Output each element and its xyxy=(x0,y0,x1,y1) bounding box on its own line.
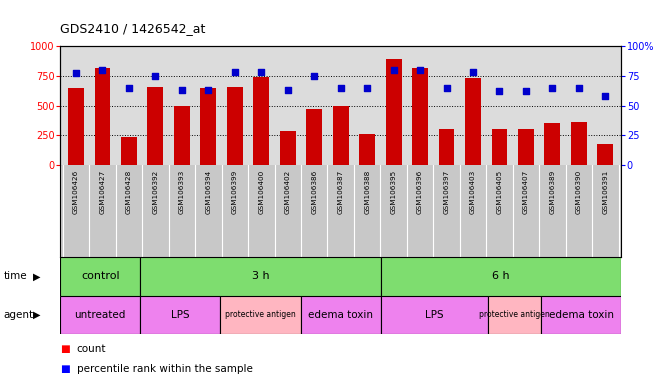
Point xyxy=(335,84,346,91)
Text: GSM106405: GSM106405 xyxy=(496,170,502,214)
Text: ▶: ▶ xyxy=(33,310,41,320)
Point xyxy=(388,67,399,73)
Bar xyxy=(220,296,301,334)
Text: GSM106394: GSM106394 xyxy=(205,170,211,214)
Text: edema toxin: edema toxin xyxy=(548,310,614,320)
Bar xyxy=(140,257,381,296)
Point xyxy=(547,84,558,91)
Bar xyxy=(492,129,508,165)
Text: GSM106396: GSM106396 xyxy=(417,170,423,214)
Text: GSM106400: GSM106400 xyxy=(259,170,265,214)
Bar xyxy=(488,296,541,334)
Text: ■: ■ xyxy=(60,344,70,354)
Text: control: control xyxy=(81,271,120,281)
Text: GSM106395: GSM106395 xyxy=(391,170,397,214)
Text: agent: agent xyxy=(3,310,33,320)
Point xyxy=(468,69,478,75)
Text: GSM106392: GSM106392 xyxy=(152,170,158,214)
Text: ■: ■ xyxy=(60,364,70,374)
Point xyxy=(309,73,319,79)
Text: protective antigen: protective antigen xyxy=(225,310,296,319)
Point xyxy=(415,67,426,73)
Bar xyxy=(544,123,560,165)
Bar xyxy=(60,257,140,296)
Text: GSM106387: GSM106387 xyxy=(338,170,343,214)
Point xyxy=(441,84,452,91)
Text: GDS2410 / 1426542_at: GDS2410 / 1426542_at xyxy=(60,22,206,35)
Bar xyxy=(381,296,488,334)
Bar xyxy=(68,88,84,165)
Bar xyxy=(385,59,401,165)
Point xyxy=(230,69,240,75)
Point xyxy=(176,87,187,93)
Point xyxy=(124,84,134,91)
Bar xyxy=(301,296,381,334)
Text: time: time xyxy=(3,271,27,281)
Text: GSM106389: GSM106389 xyxy=(549,170,555,214)
Point xyxy=(97,67,108,73)
Text: ▶: ▶ xyxy=(33,271,41,281)
Text: LPS: LPS xyxy=(425,310,444,320)
Bar xyxy=(306,109,322,165)
Bar xyxy=(60,296,140,334)
Text: GSM106426: GSM106426 xyxy=(73,170,79,214)
Bar xyxy=(412,68,428,165)
Point xyxy=(362,84,373,91)
Point xyxy=(71,70,81,76)
Text: edema toxin: edema toxin xyxy=(308,310,373,320)
Text: GSM106390: GSM106390 xyxy=(576,170,582,214)
Text: GSM106428: GSM106428 xyxy=(126,170,132,214)
Bar xyxy=(518,129,534,165)
Text: percentile rank within the sample: percentile rank within the sample xyxy=(77,364,253,374)
Text: GSM106407: GSM106407 xyxy=(523,170,529,214)
Bar xyxy=(541,296,621,334)
Text: GSM106427: GSM106427 xyxy=(100,170,106,214)
Text: untreated: untreated xyxy=(75,310,126,320)
Bar xyxy=(439,129,454,165)
Bar xyxy=(148,86,164,165)
Text: LPS: LPS xyxy=(171,310,190,320)
Text: GSM106397: GSM106397 xyxy=(444,170,450,214)
Text: 3 h: 3 h xyxy=(252,271,269,281)
Text: count: count xyxy=(77,344,106,354)
Text: GSM106393: GSM106393 xyxy=(179,170,185,214)
Bar xyxy=(253,77,269,165)
Text: GSM106402: GSM106402 xyxy=(285,170,291,214)
Bar xyxy=(465,78,481,165)
Point xyxy=(203,87,214,93)
Text: GSM106388: GSM106388 xyxy=(364,170,370,214)
Bar xyxy=(381,257,621,296)
Text: GSM106386: GSM106386 xyxy=(311,170,317,214)
Bar xyxy=(571,122,587,165)
Point xyxy=(574,84,584,91)
Point xyxy=(600,93,611,99)
Bar xyxy=(200,88,216,165)
Text: GSM106399: GSM106399 xyxy=(232,170,238,214)
Point xyxy=(150,73,161,79)
Point xyxy=(520,88,531,94)
Bar xyxy=(121,137,137,165)
Text: protective antigen: protective antigen xyxy=(479,310,550,319)
Bar xyxy=(359,134,375,165)
Point xyxy=(256,69,267,75)
Bar xyxy=(174,106,190,165)
Bar xyxy=(95,68,110,165)
Bar xyxy=(333,106,349,165)
Text: GSM106403: GSM106403 xyxy=(470,170,476,214)
Bar xyxy=(280,131,296,165)
Point xyxy=(494,88,505,94)
Bar xyxy=(140,296,220,334)
Bar xyxy=(227,86,242,165)
Text: GSM106391: GSM106391 xyxy=(603,170,609,214)
Point xyxy=(283,87,293,93)
Text: 6 h: 6 h xyxy=(492,271,510,281)
Bar xyxy=(597,144,613,165)
